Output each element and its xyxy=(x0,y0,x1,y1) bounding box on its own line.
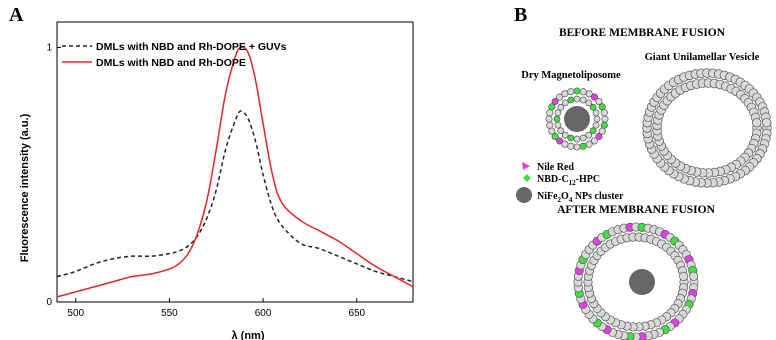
lipid-head xyxy=(590,137,599,145)
lipid-head xyxy=(573,135,581,143)
before-fusion-title: BEFORE MEMBRANE FUSION xyxy=(559,27,726,39)
lipid-head xyxy=(585,90,593,98)
schematic-legend: Nile Red NBD-C12-HPC NiFe2O4 NPs cluster xyxy=(516,162,624,204)
lipid-head xyxy=(545,115,553,123)
lipid-head xyxy=(592,121,600,129)
guv-vesicle xyxy=(642,68,772,188)
lipid-head xyxy=(557,103,565,111)
legend-nanoparticles: NiFe2O4 NPs cluster xyxy=(537,191,624,204)
lipid-head xyxy=(561,99,569,107)
panel-b-letter: B xyxy=(514,4,528,26)
nile-red-marker-icon xyxy=(522,162,530,170)
x-tick-label: 600 xyxy=(255,308,272,319)
y-tick-label: 1 xyxy=(46,42,52,53)
lipid-head xyxy=(573,95,581,103)
lipid-head xyxy=(600,109,608,117)
lipid-head xyxy=(567,88,575,96)
lipid-head xyxy=(567,142,575,150)
lipid-head xyxy=(553,115,561,123)
lipid-head xyxy=(548,103,556,111)
plot-area xyxy=(56,21,414,303)
fluorescence-chart: 500 550 600 650 0 1 DMLs with NBD and Rh-DOPE… xyxy=(19,21,414,340)
nanoparticle-cluster xyxy=(629,269,655,295)
chart-series xyxy=(56,46,414,298)
series-line-2 xyxy=(56,46,414,298)
lipid-head xyxy=(567,134,575,142)
lipid-head xyxy=(600,121,608,129)
lipid-head xyxy=(579,142,587,150)
lipid-head xyxy=(551,132,559,141)
x-axis-label: λ (nm) xyxy=(232,330,265,340)
guv-label: Giant Unilamellar Vesicle xyxy=(645,52,760,63)
lipid-head xyxy=(679,271,689,281)
panel-a-letter: A xyxy=(9,4,24,26)
lipid-head xyxy=(561,140,569,148)
legend-label-1: DMLs with NBD and Rh-DOPE + GUVs xyxy=(96,41,287,53)
lipid-head xyxy=(601,115,609,123)
lipid-head xyxy=(546,121,554,129)
lipid-head xyxy=(598,103,606,111)
lipid-head xyxy=(557,127,565,135)
chart-ticks: 500 550 600 650 0 1 xyxy=(46,42,365,319)
lipid-head xyxy=(592,109,600,117)
lipid-head xyxy=(589,103,597,111)
lipid-head xyxy=(554,109,562,117)
lipid-head xyxy=(589,127,597,135)
lipid-head xyxy=(585,99,593,107)
lipid-head xyxy=(579,134,587,142)
x-tick-label: 550 xyxy=(161,308,178,319)
lipid-head xyxy=(598,127,606,135)
after-fusion-title: AFTER MEMBRANE FUSION xyxy=(557,204,716,216)
lipid-head xyxy=(561,131,569,139)
chart-legend: DMLs with NBD and Rh-DOPE + GUVs DMLs wit… xyxy=(62,41,287,69)
lipid-head xyxy=(561,90,569,98)
y-tick-label: 0 xyxy=(46,297,52,308)
legend-nbd: NBD-C12-HPC xyxy=(537,174,600,187)
lipid-head xyxy=(595,132,603,141)
lipid-head xyxy=(546,109,554,117)
x-tick-label: 650 xyxy=(348,308,365,319)
legend-nile-red: Nile Red xyxy=(537,162,574,173)
lipid-head xyxy=(593,115,601,123)
lipid-head xyxy=(573,87,581,95)
lipid-head xyxy=(554,121,562,129)
nanoparticle-cluster-icon xyxy=(516,187,532,203)
lipid-head xyxy=(567,96,575,104)
lipid-head xyxy=(761,117,772,128)
y-axis-label: Fluorescence intensity (a.u.) xyxy=(19,113,31,262)
nbd-marker-icon xyxy=(523,174,531,182)
lipid-head xyxy=(555,137,564,145)
lipid-head xyxy=(573,143,581,151)
nanoparticle-cluster xyxy=(564,106,590,132)
dml-vesicle xyxy=(545,87,609,151)
lipid-head xyxy=(585,131,593,139)
lipid-head xyxy=(555,93,564,101)
chart-frame xyxy=(56,21,414,303)
fused-vesicle xyxy=(573,222,699,340)
dml-label: Dry Magnetoliposome xyxy=(521,70,621,81)
lipid-head xyxy=(751,117,762,128)
lipid-head xyxy=(579,88,587,96)
lipid-head xyxy=(551,97,559,106)
lipid-head xyxy=(548,127,556,135)
lipid-head xyxy=(689,271,699,281)
legend-label-2: DMLs with NBD and Rh-DOPE xyxy=(96,57,246,69)
lipid-head xyxy=(590,93,599,101)
lipid-head xyxy=(585,140,593,148)
x-tick-label: 500 xyxy=(67,308,84,319)
lipid-head xyxy=(579,96,587,104)
lipid-head xyxy=(595,97,603,106)
